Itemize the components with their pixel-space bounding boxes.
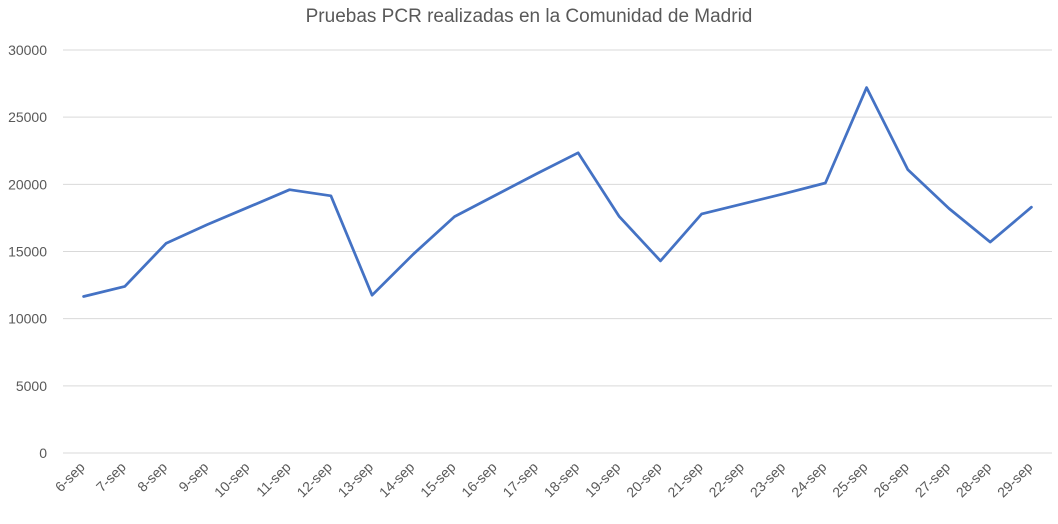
x-tick-label: 7-sep: [93, 459, 129, 495]
x-tick-label: 23-sep: [747, 459, 789, 501]
data-point: [946, 206, 952, 212]
x-tick-label: 10-sep: [211, 459, 253, 501]
x-tick-label: 17-sep: [499, 459, 541, 501]
y-tick-label: 15000: [8, 244, 47, 260]
data-point: [864, 85, 870, 91]
x-tick-label: 13-sep: [335, 459, 377, 501]
x-tick-label: 6-sep: [52, 459, 88, 495]
data-point: [328, 193, 334, 199]
x-tick-label: 22-sep: [705, 459, 747, 501]
x-tick-label: 9-sep: [175, 459, 211, 495]
x-tick-label: 20-sep: [623, 459, 665, 501]
series-line-0: [82, 86, 1033, 298]
data-point: [905, 167, 911, 173]
data-point: [287, 187, 293, 193]
x-tick-label: 18-sep: [541, 459, 583, 501]
data-point: [699, 211, 705, 217]
y-tick-label: 25000: [8, 109, 47, 125]
data-point: [822, 180, 828, 186]
data-point: [245, 204, 251, 210]
gridlines: [63, 49, 1052, 454]
data-point: [534, 171, 540, 177]
data-point: [163, 240, 169, 246]
y-tick-label: 20000: [8, 176, 47, 192]
y-tick-label: 10000: [8, 311, 47, 327]
data-point: [204, 222, 210, 228]
chart-title: Pruebas PCR realizadas en la Comunidad d…: [305, 6, 753, 27]
x-tick-label: 28-sep: [953, 459, 995, 501]
x-tick-label: 21-sep: [664, 459, 706, 501]
data-point: [122, 283, 128, 289]
data-point: [1028, 204, 1034, 210]
x-tick-label: 26-sep: [870, 459, 912, 501]
x-tick-label: 14-sep: [376, 459, 418, 501]
data-point: [987, 239, 993, 245]
y-tick-label: 30000: [8, 42, 47, 58]
x-tick-label: 27-sep: [912, 459, 954, 501]
y-tick-label: 0: [39, 445, 47, 461]
x-tick-label: 25-sep: [829, 459, 871, 501]
y-tick-label: 5000: [16, 378, 47, 394]
x-tick-label: 12-sep: [293, 459, 335, 501]
series-group: [81, 85, 1034, 300]
x-tick-label: 11-sep: [253, 459, 294, 500]
x-tick-label: 24-sep: [788, 459, 830, 501]
data-point: [451, 214, 457, 220]
x-tick-label: 29-sep: [994, 459, 1036, 501]
data-point: [575, 150, 581, 156]
data-point: [781, 191, 787, 197]
data-point: [410, 251, 416, 257]
data-point: [740, 201, 746, 207]
data-point: [658, 258, 664, 264]
data-point: [493, 192, 499, 198]
data-point: [81, 294, 87, 300]
data-point: [369, 292, 375, 298]
x-tick-label: 19-sep: [582, 459, 624, 501]
x-tick-label: 8-sep: [134, 459, 170, 495]
x-tick-label: 15-sep: [417, 459, 459, 501]
x-axis-tick-labels: 6-sep 7-sep 8-sep 9-sep 10-sep 11-sep 12-sep 13…: [52, 459, 1036, 501]
data-point: [616, 214, 622, 220]
x-tick-label: 16-sep: [458, 459, 500, 501]
y-axis-tick-labels: 0 5000 10000 15000 20000 25000 30000: [8, 42, 47, 461]
